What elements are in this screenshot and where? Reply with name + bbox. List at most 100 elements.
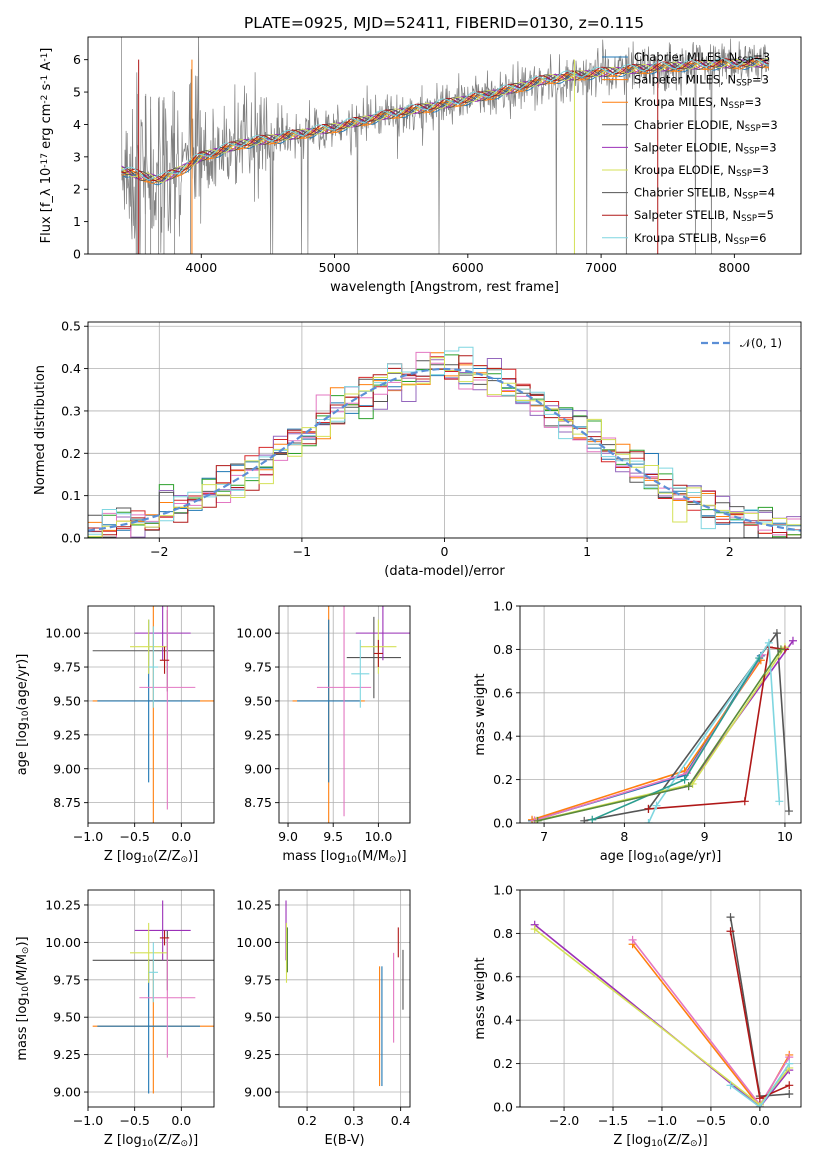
weight-marker [726,927,735,936]
axes-frame [519,605,802,824]
errorbar-point [134,606,191,661]
weight-marker [726,913,735,922]
errorbar-point [130,922,168,983]
legend-entry: Salpeter MILES, NSSP=3 [634,73,769,89]
panel-weight_vs_age: 7 8 9 10 0.0 0.2 0.4 0.6 0.8 1.0 age [log10(age/yr… [473,599,802,865]
model-line-3 [121,59,769,182]
x-axis-label: wavelength [Angstrom, rest frame] [330,280,559,295]
y-tick-label: 9.50 [53,1010,81,1025]
x-tick-label: 8000 [718,260,750,275]
y-tick-label: 9.25 [53,1047,81,1062]
x-tick-label: −2.0 [549,1113,579,1128]
plot-area [88,322,801,538]
x-axis-label: age [log10(age/yr)] [600,849,722,865]
weight-marker [764,638,773,647]
legend: Chabrier MILES, NSSP=3 Salpeter MILES, NS… [602,50,778,247]
weight-marker [784,807,793,816]
panel-mass_vs_ebv: 0.2 0.3 0.4 9.00 9.25 9.50 9.75 10.00 10.25 E(B-V… [236,889,411,1148]
model-line-4 [121,59,769,182]
x-tick-label: −1.0 [73,1113,103,1128]
x-tick-label: 0.2 [297,1113,317,1128]
y-axis-label: mass [log10(M/M⊙)] [15,936,31,1060]
y-tick-label: 9.25 [244,727,272,742]
panel-age_vs_Z: −1.0 −0.5 0.0 8.75 9.00 9.25 9.50 9.75 10.00 Z [l… [15,605,215,865]
weight-marker [776,645,785,654]
y-tick-label: 9.75 [244,972,272,987]
weight-marker [755,1094,764,1103]
chart-title: PLATE=0925, MJD=52411, FIBERID=0130, z=0… [244,14,644,32]
weight-marker [652,801,661,810]
panel-age_vs_mass: 9.0 9.5 10.0 8.75 9.00 9.25 9.50 9.75 10.00 mass … [236,605,411,865]
x-tick-label: 0 [441,544,449,559]
y-tick-label: 0.1 [61,488,81,503]
y-tick-label: 0.8 [493,642,513,657]
histogram-step-9 [88,357,801,537]
errorbar-point [297,619,361,783]
x-tick-label: −0.5 [119,1113,149,1128]
plot-area [279,890,410,1107]
weight-marker [644,804,653,813]
x-tick-label: 0.3 [344,1113,364,1128]
x-axis-label: mass [log10(M/M⊙)] [282,849,406,865]
y-tick-label: 9.00 [244,1085,272,1100]
legend-entry: Chabrier MILES, NSSP=3 [634,50,770,66]
y-tick-label: 9.00 [53,761,81,776]
y-tick-label: 10.25 [45,897,81,912]
weight-marker [684,782,693,791]
weight-marker [533,816,542,823]
y-axis-label: mass weight [473,957,488,1039]
y-tick-label: 6 [73,52,81,67]
y-tick-label: 5 [73,85,81,100]
weight-marker [788,636,797,645]
plot-area [520,890,801,1107]
y-tick-label: 1 [73,214,81,229]
model-line-5 [120,58,769,183]
axes-frame [519,889,802,1108]
y-tick-label: 10.00 [236,935,272,950]
x-tick-label: −0.5 [696,1113,726,1128]
y-tick-label: 0.4 [61,361,81,376]
y-tick-label: 2 [73,182,81,197]
weight-marker [740,797,749,806]
x-axis-label: Z [log10(Z/Z⊙)] [104,849,198,865]
x-axis-label: (data-model)/error [384,564,505,579]
weight-marker [785,1059,794,1068]
y-tick-label: 1.0 [493,883,513,898]
weight-line-2 [534,924,790,1107]
y-tick-label: 10.00 [45,626,81,641]
axes-frame [278,605,411,824]
plot-area [279,606,410,823]
x-tick-label: 10 [777,829,793,844]
y-tick-label: 9.25 [53,727,81,742]
axes-frame [87,889,215,1108]
legend-entry: Salpeter STELIB, NSSP=5 [634,208,774,224]
y-tick-label: 9.50 [244,693,272,708]
x-tick-label: 0.4 [391,1113,411,1128]
y-tick-label: 0.4 [493,1013,513,1028]
weight-marker [755,654,764,663]
x-axis-label: Z [log10(Z/Z⊙)] [104,1133,198,1149]
weight-marker [785,1089,794,1098]
x-tick-label: −0.5 [119,829,149,844]
y-tick-label: 0.2 [61,446,81,461]
weight-marker [530,925,539,934]
panel-spectrum: 4000 5000 6000 7000 8000 0 1 2 3 4 5 6 wavelength [A… [39,14,802,295]
y-tick-label: 0.5 [61,319,81,334]
x-tick-label: 7000 [585,260,617,275]
weight-line-7 [647,640,781,823]
y-tick-label: 9.75 [53,972,81,987]
x-tick-label: 10.0 [364,829,392,844]
x-tick-label: 1 [583,544,591,559]
panel-residuals: −2 −1 0 1 2 0.0 0.1 0.2 0.3 0.4 0.5 (data-model)/er… [33,319,802,579]
x-tick-label: 9 [701,829,709,844]
weight-marker [680,775,689,784]
model-line-8 [121,57,769,180]
errorbar-point [351,639,370,708]
y-tick-label: 0 [73,247,81,262]
errorbar-point [139,606,196,810]
errorbar-point [139,937,196,1058]
y-tick-label: 0.0 [493,816,513,831]
errorbar-point [134,900,191,961]
x-axis-label: E(B-V) [324,1133,364,1148]
y-tick-label: 4 [73,117,81,132]
